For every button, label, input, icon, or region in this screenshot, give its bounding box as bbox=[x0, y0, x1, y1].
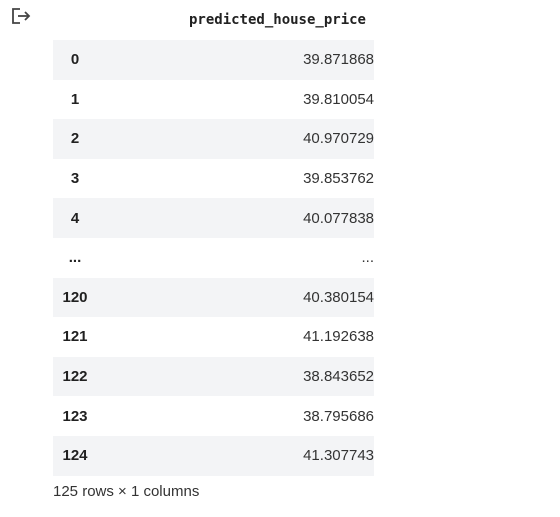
table-row: 3 39.853762 bbox=[53, 159, 374, 199]
table-row: 122 38.843652 bbox=[53, 357, 374, 397]
row-index: 122 bbox=[53, 357, 110, 397]
row-value: 39.810054 bbox=[110, 80, 374, 120]
table-row: 121 41.192638 bbox=[53, 317, 374, 357]
dataframe-shape-summary: 125 rows × 1 columns bbox=[53, 483, 199, 500]
row-index: 123 bbox=[53, 396, 110, 436]
row-index-label: 2 bbox=[53, 130, 97, 147]
row-index-label: ... bbox=[53, 249, 97, 266]
row-index: 2 bbox=[53, 119, 110, 159]
row-value: 41.307743 bbox=[110, 436, 374, 476]
dataframe-output: predicted_house_price 0 39.871868 1 39.8… bbox=[53, 0, 374, 476]
row-index: 121 bbox=[53, 317, 110, 357]
row-value: 39.871868 bbox=[110, 40, 374, 80]
table-row: 4 40.077838 bbox=[53, 198, 374, 238]
row-index: 124 bbox=[53, 436, 110, 476]
row-index: ... bbox=[53, 238, 110, 278]
output-arrow-icon[interactable] bbox=[11, 7, 33, 25]
table-row: 123 38.795686 bbox=[53, 396, 374, 436]
row-value: 38.795686 bbox=[110, 396, 374, 436]
row-value: 39.853762 bbox=[110, 159, 374, 199]
row-value: ... bbox=[110, 238, 374, 278]
row-value: 40.077838 bbox=[110, 198, 374, 238]
row-index-label: 0 bbox=[53, 51, 97, 68]
row-index-label: 1 bbox=[53, 91, 97, 108]
table-row: 120 40.380154 bbox=[53, 278, 374, 318]
row-value: 38.843652 bbox=[110, 357, 374, 397]
row-index-label: 121 bbox=[53, 328, 97, 345]
table-row: 0 39.871868 bbox=[53, 40, 374, 80]
table-header-row: predicted_house_price bbox=[53, 0, 374, 40]
row-index-label: 123 bbox=[53, 408, 97, 425]
row-index-label: 3 bbox=[53, 170, 97, 187]
row-index: 4 bbox=[53, 198, 110, 238]
column-header: predicted_house_price bbox=[110, 0, 374, 40]
table-row: 1 39.810054 bbox=[53, 80, 374, 120]
row-index: 1 bbox=[53, 80, 110, 120]
row-index: 0 bbox=[53, 40, 110, 80]
row-index: 120 bbox=[53, 278, 110, 318]
table-row: 2 40.970729 bbox=[53, 119, 374, 159]
row-index-label: 120 bbox=[53, 289, 97, 306]
ellipsis-row: ... ... bbox=[53, 238, 374, 278]
row-index-label: 124 bbox=[53, 447, 97, 464]
row-index-label: 122 bbox=[53, 368, 97, 385]
index-header bbox=[53, 0, 110, 40]
table-row: 124 41.307743 bbox=[53, 436, 374, 476]
row-value: 41.192638 bbox=[110, 317, 374, 357]
row-value: 40.380154 bbox=[110, 278, 374, 318]
row-value: 40.970729 bbox=[110, 119, 374, 159]
dataframe-table: predicted_house_price 0 39.871868 1 39.8… bbox=[53, 0, 374, 476]
row-index-label: 4 bbox=[53, 210, 97, 227]
row-index: 3 bbox=[53, 159, 110, 199]
